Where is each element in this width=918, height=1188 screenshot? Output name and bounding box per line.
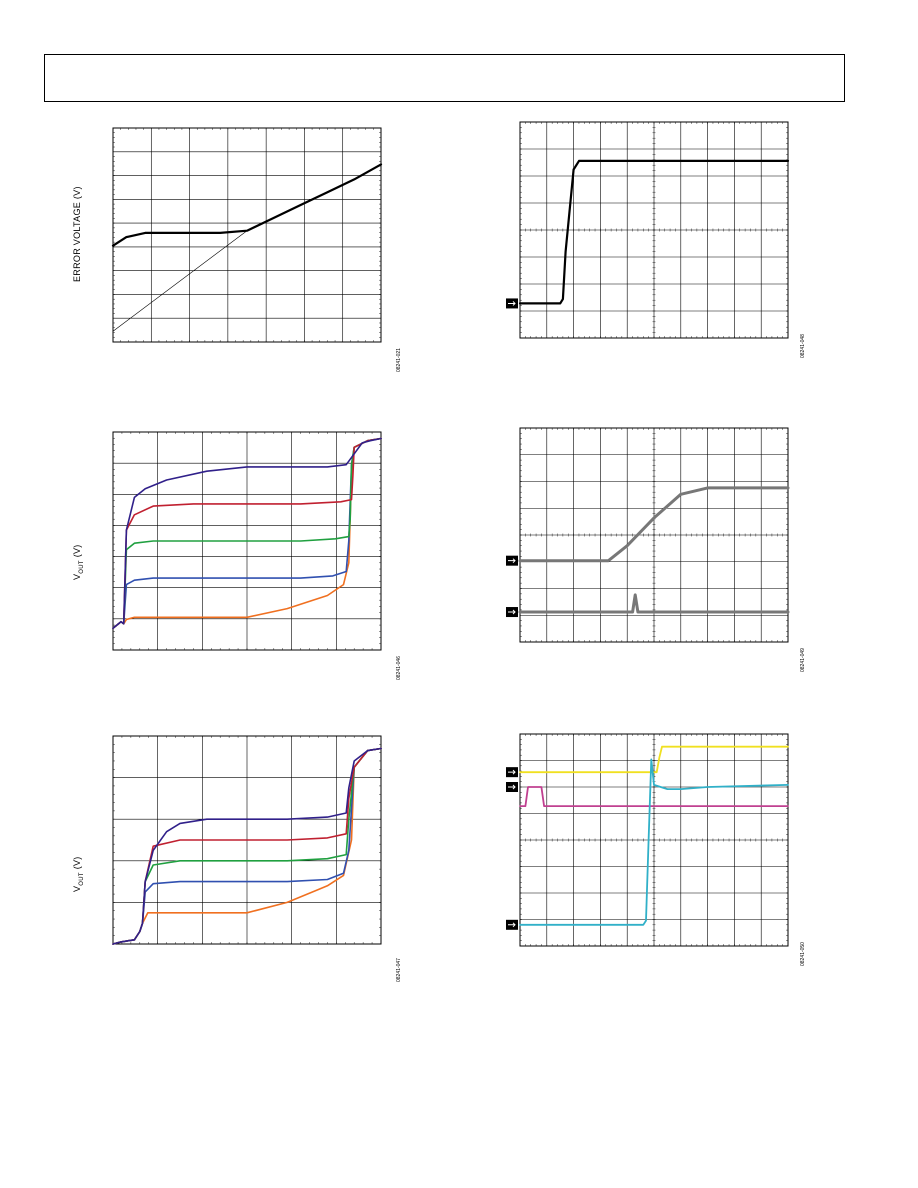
- ylabel-unit: (V): [72, 544, 82, 561]
- chart-svg: [111, 127, 383, 343]
- plot-area: [506, 427, 790, 643]
- series-line: [112, 230, 248, 332]
- y-axis-label: ERROR VOLTAGE (V): [72, 186, 82, 282]
- chart-svg: [506, 733, 789, 947]
- plot-area: [112, 431, 382, 651]
- ylabel-unit: (V): [72, 856, 82, 873]
- chart-svg: [506, 121, 790, 339]
- chart-vout-1: VOUT (V) 08241-046: [60, 428, 410, 688]
- chart-scope-3: 08241-050: [500, 730, 820, 970]
- series-line: [112, 747, 382, 945]
- y-axis-label: VOUT (V): [72, 856, 85, 892]
- series-line: [519, 786, 789, 807]
- series-line: [518, 593, 790, 614]
- plot-area: [112, 735, 382, 945]
- page-header-box: [44, 54, 845, 102]
- figure-id: 08241-050: [800, 942, 806, 966]
- series-line: [518, 159, 790, 305]
- channel-marker-arrow: [508, 301, 516, 306]
- channel-marker-arrow: [508, 609, 516, 615]
- figure-id: 08241-046: [396, 656, 402, 680]
- y-axis-label: VOUT (V): [72, 544, 85, 580]
- chart-scope-1: 08241-048: [500, 118, 820, 368]
- series-line: [518, 486, 790, 563]
- plot-frame: [112, 127, 382, 343]
- series-line: [111, 163, 383, 247]
- ylabel-main: V: [72, 885, 82, 892]
- channel-marker-arrow: [508, 558, 516, 564]
- ylabel-sub: OUT: [78, 872, 85, 886]
- chart-svg: [112, 431, 382, 651]
- plot-area: [111, 127, 383, 343]
- channel-marker-arrow: [508, 922, 516, 928]
- figure-id: 08241-047: [396, 958, 402, 982]
- figure-id: 08241-021: [396, 348, 402, 372]
- chart-vout-2: VOUT (V) 08241-047: [60, 732, 410, 992]
- series-line: [519, 745, 789, 774]
- figure-id: 08241-049: [800, 648, 806, 672]
- chart-error-voltage: ERROR VOLTAGE (V) 08241-021: [60, 120, 410, 380]
- chart-svg: [112, 735, 382, 945]
- plot-area: [506, 733, 789, 947]
- ylabel-main: V: [72, 573, 82, 580]
- channel-marker-arrow: [508, 784, 516, 790]
- series-line: [519, 758, 789, 926]
- ylabel-sub: OUT: [78, 560, 85, 574]
- chart-scope-2: 08241-049: [500, 424, 820, 680]
- channel-marker-arrow: [508, 769, 516, 775]
- figure-id: 08241-048: [800, 334, 806, 358]
- plot-area: [506, 121, 790, 339]
- series-line: [112, 437, 382, 629]
- chart-svg: [506, 427, 790, 643]
